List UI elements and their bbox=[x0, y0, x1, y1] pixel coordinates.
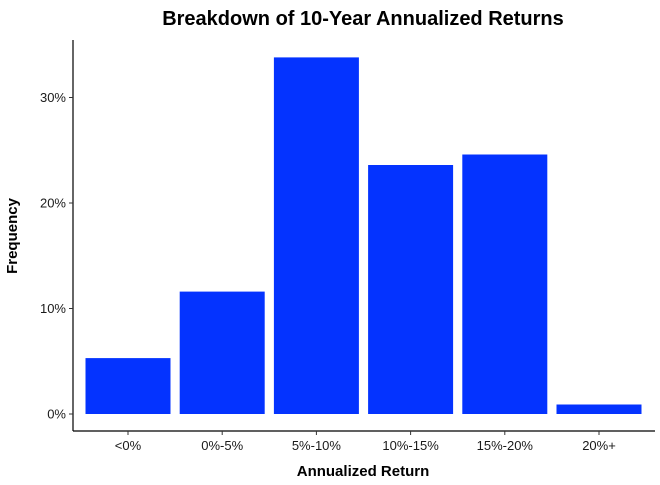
x-tick-label: <0% bbox=[115, 438, 142, 453]
bar-0 bbox=[85, 358, 171, 414]
bar-4 bbox=[462, 154, 548, 414]
x-tick-label: 0%-5% bbox=[201, 438, 243, 453]
bar-3 bbox=[368, 165, 454, 414]
bar-5 bbox=[556, 404, 642, 414]
bar-2 bbox=[273, 57, 359, 415]
chart-title: Breakdown of 10-Year Annualized Returns bbox=[162, 8, 564, 30]
x-tick-label: 20%+ bbox=[582, 438, 616, 453]
x-axis: <0% 0%-5% 5%-10% 10%-15% 15%-20% 20%+ bbox=[73, 430, 655, 453]
y-tick-label: 20% bbox=[40, 196, 66, 211]
x-tick-label: 15%-20% bbox=[477, 438, 534, 453]
x-tick-label: 10%-15% bbox=[382, 438, 439, 453]
bar-1 bbox=[179, 291, 265, 414]
y-axis-title: Frequency bbox=[4, 197, 21, 274]
bars-layer bbox=[85, 57, 642, 415]
y-tick-label: 30% bbox=[40, 90, 66, 105]
y-axis: 0% 10% 20% 30% bbox=[40, 40, 74, 431]
y-tick-label: 0% bbox=[47, 407, 66, 422]
y-tick-label: 10% bbox=[40, 301, 66, 316]
x-axis-title: Annualized Return bbox=[297, 463, 430, 480]
x-tick-label: 5%-10% bbox=[292, 438, 342, 453]
